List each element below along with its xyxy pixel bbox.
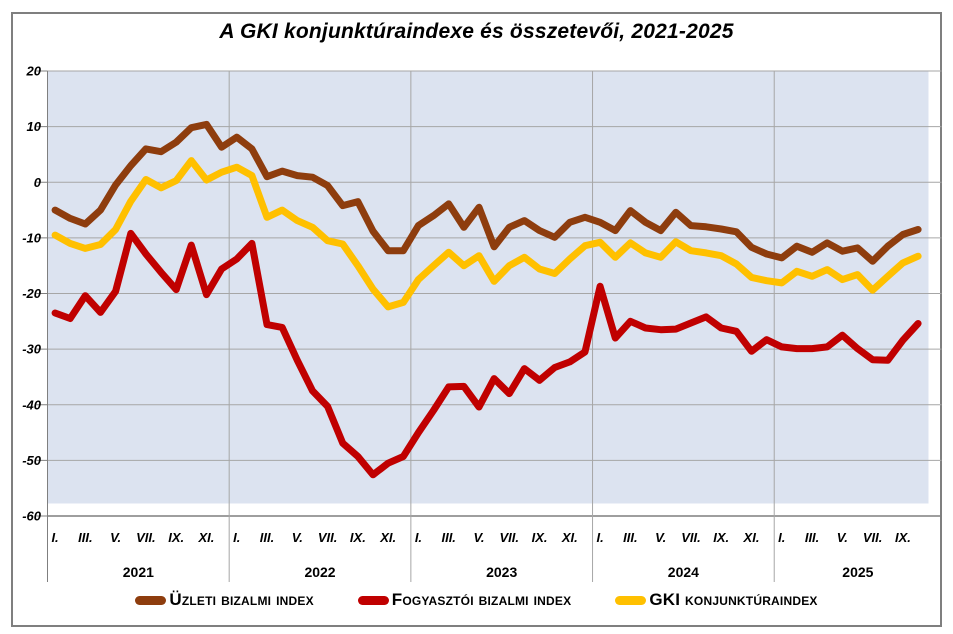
svg-text:-50: -50 bbox=[22, 453, 42, 468]
svg-text:IX.: IX. bbox=[713, 530, 729, 545]
svg-text:VII.: VII. bbox=[863, 530, 883, 545]
legend: Üzleti bizalmi index Fogyasztói bizalmi … bbox=[0, 590, 953, 610]
series-line-1 bbox=[51, 229, 922, 479]
svg-text:V.: V. bbox=[110, 530, 121, 545]
svg-text:XI.: XI. bbox=[198, 530, 215, 545]
svg-text:V.: V. bbox=[473, 530, 484, 545]
svg-text:I.: I. bbox=[596, 530, 603, 545]
series-line-2 bbox=[51, 157, 922, 311]
svg-text:IX.: IX. bbox=[168, 530, 184, 545]
svg-text:IX.: IX. bbox=[895, 530, 911, 545]
y-axis-labels: 20 10 0 -10 -20 -30 -40 -50 -60 bbox=[22, 64, 42, 524]
svg-text:2021: 2021 bbox=[123, 564, 154, 580]
uzleti-line-swatch bbox=[135, 595, 167, 605]
svg-text:2023: 2023 bbox=[486, 564, 517, 580]
svg-text:III.: III. bbox=[441, 530, 455, 545]
svg-text:20: 20 bbox=[26, 64, 42, 79]
svg-text:VII.: VII. bbox=[500, 530, 520, 545]
svg-text:-30: -30 bbox=[22, 342, 42, 357]
legend-item-fogyasztoi: Fogyasztói bizalmi index bbox=[357, 590, 572, 610]
svg-text:XI.: XI. bbox=[561, 530, 578, 545]
month-labels: I. III. V. VII. IX. XI. I. III. V. VII. IX. XI. I. II… bbox=[51, 530, 910, 545]
svg-text:XI.: XI. bbox=[379, 530, 396, 545]
svg-text:V.: V. bbox=[837, 530, 848, 545]
svg-text:I.: I. bbox=[233, 530, 240, 545]
svg-text:VII.: VII. bbox=[318, 530, 338, 545]
svg-text:VII.: VII. bbox=[681, 530, 701, 545]
svg-text:I.: I. bbox=[415, 530, 422, 545]
svg-text:I.: I. bbox=[778, 530, 785, 545]
svg-text:2022: 2022 bbox=[304, 564, 335, 580]
svg-text:III.: III. bbox=[78, 530, 92, 545]
svg-text:V.: V. bbox=[292, 530, 303, 545]
svg-text:V.: V. bbox=[655, 530, 666, 545]
svg-text:2024: 2024 bbox=[668, 564, 699, 580]
svg-text:0: 0 bbox=[34, 175, 42, 190]
chart-title: A GKI konjunktúraindexe és összetevői, 2… bbox=[219, 20, 734, 43]
fogyasztoi-line-swatch bbox=[357, 595, 389, 605]
svg-text:IX.: IX. bbox=[532, 530, 548, 545]
svg-text:VII.: VII. bbox=[136, 530, 156, 545]
svg-text:XI.: XI. bbox=[743, 530, 760, 545]
plot-area bbox=[47, 71, 929, 504]
svg-text:-10: -10 bbox=[22, 230, 42, 245]
svg-text:-40: -40 bbox=[22, 397, 42, 412]
svg-text:-20: -20 bbox=[22, 286, 42, 301]
svg-text:2025: 2025 bbox=[842, 564, 873, 580]
legend-label-uzleti: Üzleti bizalmi index bbox=[169, 590, 314, 609]
svg-text:I.: I. bbox=[51, 530, 58, 545]
svg-text:III.: III. bbox=[260, 530, 274, 545]
svg-text:III.: III. bbox=[805, 530, 819, 545]
legend-item-gki: GKI konjunktúraindex bbox=[615, 590, 817, 610]
legend-label-gki: GKI konjunktúraindex bbox=[649, 590, 818, 609]
svg-text:III.: III. bbox=[623, 530, 637, 545]
svg-text:10: 10 bbox=[27, 119, 42, 134]
series-line-0 bbox=[51, 120, 922, 265]
svg-text:-60: -60 bbox=[22, 509, 42, 524]
legend-item-uzleti: Üzleti bizalmi index bbox=[135, 590, 314, 610]
svg-text:IX.: IX. bbox=[350, 530, 366, 545]
gki-line-swatch bbox=[615, 595, 647, 605]
legend-label-fogyasztoi: Fogyasztói bizalmi index bbox=[391, 590, 572, 609]
year-labels: 2021 2022 2023 2024 2025 bbox=[123, 564, 874, 580]
